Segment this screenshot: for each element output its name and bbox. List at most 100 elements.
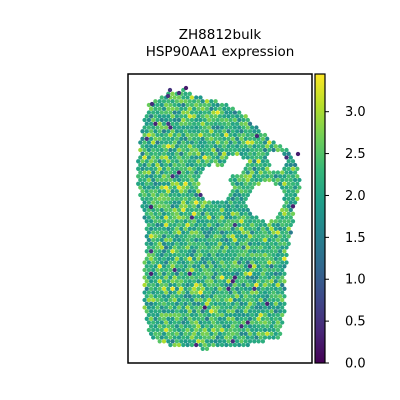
expression-spot [286, 151, 291, 156]
expression-spot [202, 200, 207, 205]
expression-spot [209, 159, 214, 164]
expression-spot [237, 267, 242, 273]
expression-spot [245, 140, 250, 145]
expression-spot [155, 312, 160, 318]
expression-spot [176, 155, 182, 160]
expression-spot [166, 219, 171, 224]
expression-spot [155, 320, 160, 325]
expression-spot [170, 166, 175, 171]
expression-spot [187, 234, 192, 239]
expression-spot [256, 264, 261, 269]
expression-spot [202, 342, 207, 348]
expression-spot [256, 309, 261, 314]
expression-spot [168, 275, 173, 280]
expression-spot [179, 189, 184, 194]
expression-spot [179, 174, 184, 179]
expression-spot [256, 166, 261, 171]
expression-spot [166, 181, 171, 186]
expression-spot [224, 117, 229, 123]
expression-spot [161, 286, 167, 291]
expression-spot [202, 327, 207, 333]
expression-spot [211, 147, 216, 153]
expression-spot [219, 312, 225, 318]
expression-spot [262, 147, 268, 153]
expression-spot [196, 294, 201, 299]
expression-spot [224, 155, 229, 160]
expression-spot [161, 324, 167, 329]
expression-spot [194, 125, 199, 130]
expression-spot [247, 181, 253, 186]
expression-spot [249, 320, 255, 325]
expression-spot [215, 297, 220, 303]
expression-spot [170, 129, 175, 134]
expression-spot [189, 290, 195, 295]
expression-spot [202, 207, 207, 213]
expression-spot [138, 185, 143, 190]
expression-spot [226, 271, 231, 276]
expression-spot [256, 151, 261, 156]
expression-spot [153, 241, 158, 246]
expression-spot [194, 207, 199, 213]
expression-spot [209, 271, 214, 276]
expression-spot [191, 241, 197, 246]
expression-spot [196, 286, 201, 291]
expression-spot [277, 324, 283, 329]
expression-spot [286, 226, 291, 231]
expression-spot [148, 114, 154, 119]
expression-spot [166, 129, 171, 134]
expression-spot [219, 267, 225, 273]
expression-spot [163, 132, 169, 138]
expression-spot [153, 301, 158, 306]
expression-spot [241, 312, 246, 318]
expression-spot [232, 215, 238, 220]
expression-spot [181, 275, 186, 280]
expression-spot [170, 294, 175, 299]
expression-spot [260, 159, 266, 164]
expression-spot [243, 286, 248, 291]
expression-spot [280, 305, 285, 310]
expression-spot [211, 260, 216, 265]
expression-spot [277, 219, 283, 224]
expression-spot [254, 177, 259, 183]
expression-spot [155, 102, 160, 108]
expression-spot [183, 331, 188, 336]
expression-spot [256, 234, 261, 239]
expression-spot [198, 222, 203, 228]
expression-spot [189, 140, 195, 145]
expression-spot [153, 114, 158, 119]
expression-spot [219, 245, 225, 250]
expression-spot [146, 305, 152, 310]
expression-spot [142, 275, 147, 280]
expression-spot [234, 219, 240, 224]
expression-spot [247, 271, 253, 276]
expression-spot [144, 129, 149, 134]
expression-spot [254, 327, 259, 333]
expression-spot [241, 267, 246, 273]
expression-spot [179, 256, 184, 261]
expression-spot [204, 106, 210, 111]
expression-spot [258, 140, 263, 145]
expression-spot [275, 230, 281, 235]
expression-spot [230, 136, 235, 141]
expression-spot [144, 121, 149, 126]
expression-spot [202, 267, 207, 273]
expression-spot [243, 129, 248, 134]
expression-spot [252, 294, 257, 299]
expression-spot [230, 151, 235, 156]
expression-spot [181, 260, 186, 265]
expression-spot [191, 324, 197, 329]
expression-spot [157, 226, 162, 231]
expression-spot [213, 264, 218, 269]
expression-spot [183, 136, 188, 141]
expression-spot [222, 144, 227, 149]
expression-spot [168, 110, 173, 115]
expression-spot [265, 144, 270, 149]
expression-spot [290, 166, 296, 171]
expression-spot [234, 301, 240, 306]
expression-spot [273, 331, 278, 336]
expression-spot [245, 245, 250, 250]
expression-spot [174, 196, 180, 201]
expression-spot [183, 294, 188, 299]
expression-spot [277, 241, 283, 246]
expression-spot [222, 204, 227, 209]
